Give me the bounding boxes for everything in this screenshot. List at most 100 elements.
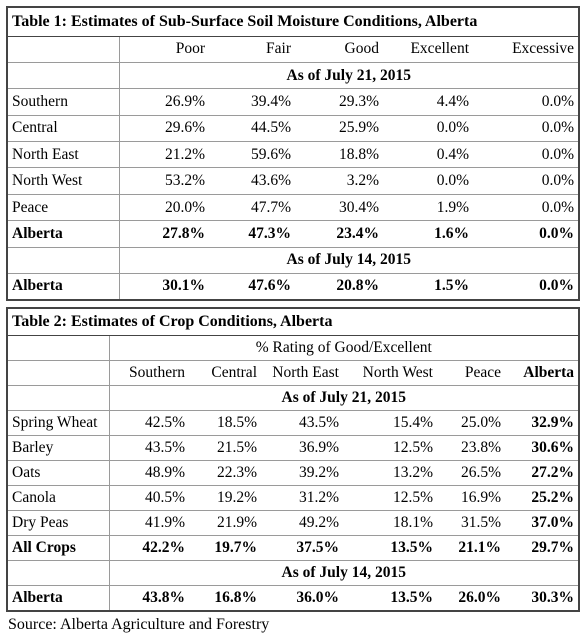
row-label: All Crops (7, 535, 110, 562)
data-row: Spring Wheat 42.5% 18.5% 43.5% 15.4% 25.0% 32.… (7, 410, 580, 437)
row-label: Alberta (7, 220, 120, 248)
cell-value: 48.9% (109, 460, 189, 487)
crop-conditions-table: Table 2: Estimates of Crop Conditions, A… (6, 306, 581, 612)
cell-value: 29.6% (119, 115, 209, 143)
cell-value: 39.4% (209, 88, 295, 116)
cell-value: 27.2% (505, 460, 580, 487)
table-title: Table 1: Estimates of Sub-Surface Soil M… (7, 7, 580, 37)
data-row: Alberta 30.1% 47.6% 20.8% 1.5% 0.0% (7, 273, 580, 301)
cell-value: 13.5% (343, 585, 437, 612)
cell-value: 26.5% (437, 460, 505, 487)
cell-value: 25.9% (295, 115, 383, 143)
cell-value: 0.0% (473, 220, 580, 248)
data-row: Southern 26.9% 39.4% 29.3% 4.4% 0.0% (7, 88, 580, 116)
cell-value: 47.7% (209, 194, 295, 222)
group-header: % Rating of Good/Excellent (109, 335, 580, 362)
cell-value: 43.5% (261, 410, 343, 437)
cell-value: 47.6% (209, 273, 295, 301)
cell-value: 0.0% (383, 115, 473, 143)
data-row: Alberta 27.8% 47.3% 23.4% 1.6% 0.0% (7, 220, 580, 248)
cell-value: 16.9% (437, 485, 505, 512)
cell-value: 0.0% (473, 273, 580, 301)
cell-value: 26.0% (437, 585, 505, 612)
cell-value: 30.4% (295, 194, 383, 222)
column-header: North West (343, 360, 437, 387)
blank-cell (7, 62, 120, 90)
cell-value: 0.0% (473, 167, 580, 195)
cell-value: 16.8% (189, 585, 261, 612)
section-heading: As of July 21, 2015 (119, 62, 580, 90)
cell-value: 12.5% (343, 435, 437, 462)
cell-value: 41.9% (109, 510, 189, 537)
cell-value: 19.2% (189, 485, 261, 512)
cell-value: 23.8% (437, 435, 505, 462)
cell-value: 49.2% (261, 510, 343, 537)
cell-value: 20.8% (295, 273, 383, 301)
row-label: Alberta (7, 585, 110, 612)
cell-value: 37.5% (261, 535, 343, 562)
cell-value: 18.8% (295, 141, 383, 169)
section-heading-row: As of July 21, 2015 (7, 62, 580, 90)
cell-value: 12.5% (343, 485, 437, 512)
row-label: Dry Peas (7, 510, 110, 537)
cell-value: 42.5% (109, 410, 189, 437)
cell-value: 25.0% (437, 410, 505, 437)
cell-value: 1.6% (383, 220, 473, 248)
cell-value: 3.2% (295, 167, 383, 195)
header-row: Poor Fair Good Excellent Excessive (7, 36, 580, 63)
soil-moisture-table: Table 1: Estimates of Sub-Surface Soil M… (6, 6, 581, 301)
data-row: Canola 40.5% 19.2% 31.2% 12.5% 16.9% 25.2% (7, 485, 580, 512)
cell-value: 25.2% (505, 485, 580, 512)
cell-value: 26.9% (119, 88, 209, 116)
cell-value: 29.3% (295, 88, 383, 116)
data-row: North West 53.2% 43.6% 3.2% 0.0% 0.0% (7, 167, 580, 195)
cell-value: 0.0% (473, 88, 580, 116)
cell-value: 30.1% (119, 273, 209, 301)
cell-value: 47.3% (209, 220, 295, 248)
cell-value: 15.4% (343, 410, 437, 437)
blank-cell (7, 247, 120, 275)
data-row: North East 21.2% 59.6% 18.8% 0.4% 0.0% (7, 141, 580, 169)
data-row: Barley 43.5% 21.5% 36.9% 12.5% 23.8% 30.6% (7, 435, 580, 462)
cell-value: 43.8% (109, 585, 189, 612)
column-header: Alberta (505, 360, 580, 387)
row-label: Oats (7, 460, 110, 487)
cell-value: 53.2% (119, 167, 209, 195)
column-header: Peace (437, 360, 505, 387)
group-header-row: % Rating of Good/Excellent (7, 335, 580, 362)
cell-value: 18.5% (189, 410, 261, 437)
cell-value: 19.7% (189, 535, 261, 562)
row-label: Spring Wheat (7, 410, 110, 437)
cell-value: 30.6% (505, 435, 580, 462)
cell-value: 29.7% (505, 535, 580, 562)
cell-value: 36.0% (261, 585, 343, 612)
title-row: Table 1: Estimates of Sub-Surface Soil M… (7, 7, 580, 37)
cell-value: 21.1% (437, 535, 505, 562)
cell-value: 18.1% (343, 510, 437, 537)
section-heading-row: As of July 14, 2015 (7, 560, 580, 587)
row-label: North East (7, 141, 120, 169)
column-header: Southern (109, 360, 189, 387)
cell-value: 21.9% (189, 510, 261, 537)
cell-value: 31.5% (437, 510, 505, 537)
cell-value: 39.2% (261, 460, 343, 487)
row-label: North West (7, 167, 120, 195)
cell-value: 31.2% (261, 485, 343, 512)
data-row: Peace 20.0% 47.7% 30.4% 1.9% 0.0% (7, 194, 580, 222)
cell-value: 4.4% (383, 88, 473, 116)
cell-value: 22.3% (189, 460, 261, 487)
table-title: Table 2: Estimates of Crop Conditions, A… (7, 307, 580, 337)
column-header: Excellent (383, 36, 473, 63)
data-row: All Crops 42.2% 19.7% 37.5% 13.5% 21.1% 29.7% (7, 535, 580, 562)
cell-value: 43.6% (209, 167, 295, 195)
column-header: Good (295, 36, 383, 63)
blank-cell (7, 36, 120, 63)
section-heading-row: As of July 14, 2015 (7, 247, 580, 275)
row-label: Southern (7, 88, 120, 116)
blank-cell (7, 560, 110, 587)
cell-value: 30.3% (505, 585, 580, 612)
row-label: Peace (7, 194, 120, 222)
section-heading: As of July 14, 2015 (109, 560, 580, 587)
row-label: Alberta (7, 273, 120, 301)
